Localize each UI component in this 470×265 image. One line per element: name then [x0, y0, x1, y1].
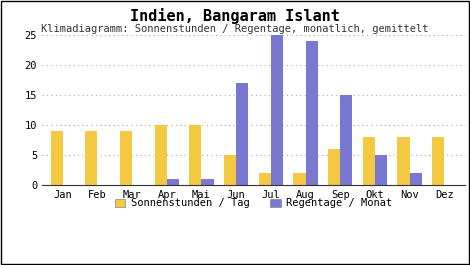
Bar	[258, 173, 271, 185]
Text: Klimadiagramm: Sonnenstunden / Regentage, monatlich, gemittelt: Klimadiagramm: Sonnenstunden / Regentage…	[41, 24, 429, 34]
Bar	[432, 137, 444, 185]
Bar	[340, 95, 352, 185]
Bar	[375, 155, 387, 185]
Bar	[271, 35, 283, 185]
Bar	[120, 131, 132, 185]
Bar	[202, 179, 214, 185]
Bar	[155, 125, 167, 185]
Legend: Sonnenstunden / Tag, Regentage / Monat: Sonnenstunden / Tag, Regentage / Monat	[111, 194, 396, 213]
Bar	[409, 173, 422, 185]
Bar	[189, 125, 202, 185]
Bar	[363, 137, 375, 185]
Bar	[86, 131, 97, 185]
Bar	[328, 149, 340, 185]
Bar	[306, 41, 318, 185]
Bar	[236, 83, 248, 185]
Bar	[51, 131, 63, 185]
Bar	[398, 137, 409, 185]
Bar	[224, 155, 236, 185]
Text: Copyright (C) 2010 sonnenlaender.de: Copyright (C) 2010 sonnenlaender.de	[132, 237, 338, 248]
Bar	[167, 179, 179, 185]
Text: Indien, Bangaram Islant: Indien, Bangaram Islant	[130, 8, 340, 24]
Bar	[293, 173, 306, 185]
